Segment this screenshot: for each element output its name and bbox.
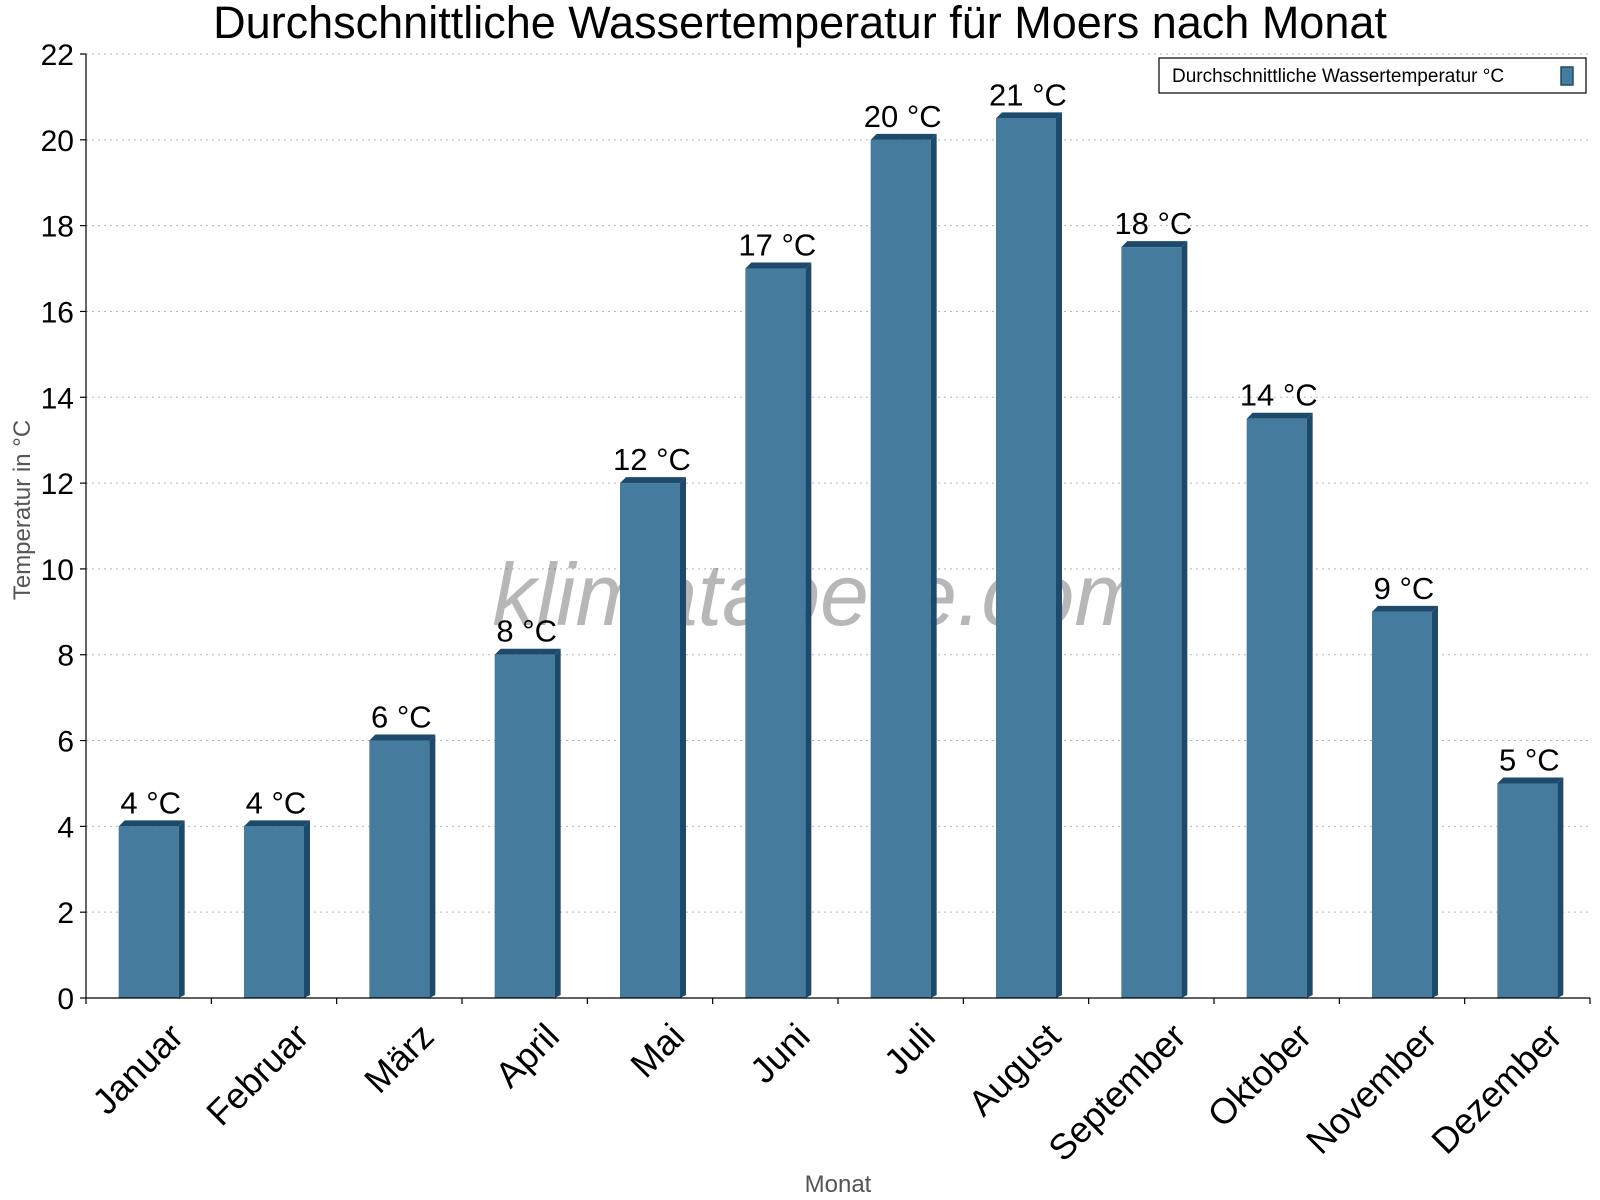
y-tick-label: 14 [41, 382, 74, 415]
x-tick-labels: Januar Februar März April Mai Juni Juli AugustS… [84, 1015, 1570, 1169]
bar [745, 268, 806, 999]
y-tick-label: 20 [41, 125, 74, 158]
x-tick-label: November [1298, 1015, 1444, 1161]
bar-side [429, 734, 436, 998]
value-label: 18 °C [1114, 206, 1192, 241]
bar-side [1181, 241, 1188, 998]
x-tick-label: Februar [198, 1015, 316, 1133]
value-label: 8 °C [496, 614, 557, 649]
bar [870, 139, 931, 998]
value-label: 5 °C [1499, 742, 1560, 777]
x-tick-label: April [487, 1015, 567, 1095]
y-tick-label: 0 [57, 983, 74, 1016]
bar [996, 118, 1056, 998]
x-tick-label: Mai [622, 1015, 692, 1085]
legend-box [1158, 57, 1587, 94]
bar-top [1246, 412, 1313, 419]
y-tick-label: 10 [41, 554, 74, 587]
y-tick-label: 18 [41, 211, 74, 244]
x-tick-label: Oktober [1199, 1015, 1319, 1135]
x-tick-label: September [1040, 1015, 1194, 1169]
y-tick-label: 16 [41, 296, 74, 329]
value-label: 4 °C [120, 785, 181, 820]
y-tick-labels: 0 2 4 6 8 10 12 14 16 18 20 22 [41, 39, 74, 1016]
bar [1121, 247, 1182, 998]
x-tick-label: Juli [876, 1015, 943, 1082]
x-tick-label: Januar [84, 1015, 191, 1122]
value-label: 20 °C [864, 99, 942, 134]
bar-top [369, 734, 436, 741]
bar [1497, 783, 1558, 998]
value-label: 14 °C [1240, 378, 1318, 413]
value-label: 9 °C [1374, 571, 1435, 606]
bar-top [996, 112, 1062, 119]
y-tick-label: 6 [57, 726, 74, 759]
x-tick-label: Juni [742, 1015, 818, 1091]
bar-side [1056, 112, 1062, 998]
value-label: 17 °C [738, 228, 816, 263]
gridlines [86, 53, 1590, 913]
bar-side [304, 820, 310, 998]
y-tick-label: 4 [57, 811, 74, 844]
axes [80, 53, 1591, 1004]
y-tick-label: 2 [57, 897, 74, 930]
bar-top [870, 133, 937, 140]
chart-title: Durchschnittliche Wassertemperatur für M… [213, 0, 1387, 48]
bar-top [1497, 777, 1564, 784]
bar-side [1432, 605, 1438, 998]
bar-top [118, 820, 185, 827]
x-tick-label: Dezember [1423, 1015, 1569, 1161]
y-tick-label: 8 [57, 640, 74, 673]
bar-side [1306, 412, 1313, 998]
x-tick-label: August [960, 1015, 1068, 1123]
bar-side [1557, 777, 1564, 998]
bar-top [620, 477, 686, 484]
value-label: 12 °C [613, 442, 691, 477]
legend-swatch [1560, 66, 1574, 86]
bars [118, 112, 1564, 999]
value-labels: 4 °C 4 °C 6 °C 8 °C 12 °C 17 °C 20 °C 21 °C 18 °… [120, 77, 1559, 820]
bar [620, 483, 680, 998]
y-axis-label: Temperatur in °C [9, 420, 36, 600]
bar [369, 740, 430, 998]
bar [118, 826, 179, 998]
value-label: 6 °C [371, 700, 432, 735]
bar-side [930, 133, 937, 998]
x-axis-label: Monat [805, 1171, 872, 1198]
legend-label: Durchschnittliche Wassertemperatur °C [1172, 66, 1504, 87]
y-tick-label: 22 [41, 39, 74, 72]
value-label: 21 °C [989, 77, 1067, 112]
bar-top [494, 648, 561, 655]
legend: Durchschnittliche Wassertemperatur °C [1158, 57, 1587, 94]
bar-side [178, 820, 185, 998]
bar [244, 826, 304, 998]
bar-top [745, 262, 812, 269]
bar [494, 654, 555, 998]
x-tick-label: März [356, 1015, 442, 1101]
bar-side [554, 648, 561, 998]
bar [1372, 611, 1432, 998]
bar-side [680, 477, 686, 998]
y-tick-label: 12 [41, 468, 74, 501]
bar [1246, 418, 1307, 998]
bar-side [805, 262, 812, 999]
bar-top [1372, 605, 1438, 612]
bar-top [1121, 241, 1188, 248]
bar-top [244, 820, 310, 827]
value-label: 4 °C [246, 785, 307, 820]
